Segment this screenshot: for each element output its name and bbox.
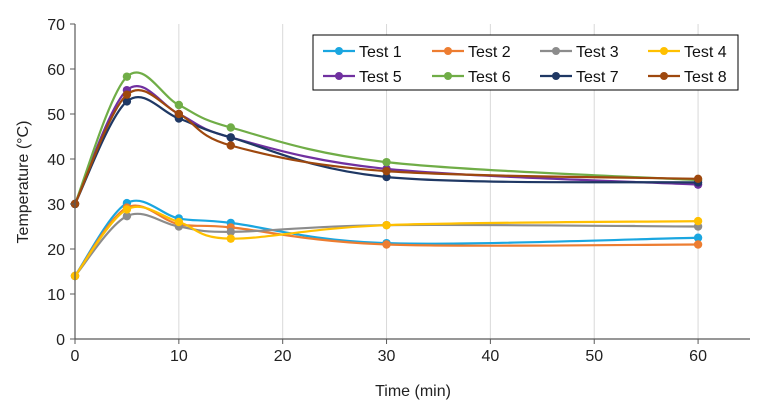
data-point — [174, 109, 184, 119]
tick-labels: 0 10 20 30 40 50 60 0 10 20 30 40 50 60 70 — [47, 17, 707, 365]
data-point — [382, 240, 391, 249]
y-tick-label: 30 — [47, 197, 65, 214]
legend-swatch-marker — [552, 47, 560, 55]
data-point — [174, 100, 184, 110]
x-tick-label: 30 — [378, 348, 396, 365]
data-point — [693, 240, 703, 249]
legend-item: Test 8 — [648, 69, 727, 86]
y-tick-label: 70 — [47, 17, 65, 34]
data-point — [382, 157, 391, 167]
legend-label: Test 2 — [468, 44, 511, 61]
data-point — [226, 123, 235, 132]
legend-item: Test 5 — [323, 69, 402, 86]
y-tick-label: 10 — [47, 287, 65, 304]
legend-swatch-marker — [552, 72, 560, 80]
legend-label: Test 8 — [684, 69, 727, 86]
data-point — [174, 217, 184, 227]
y-tick-label: 0 — [56, 332, 65, 349]
data-point — [382, 166, 391, 176]
data-point — [226, 141, 235, 150]
y-tick-label: 40 — [47, 152, 65, 169]
x-tick-label: 40 — [481, 348, 499, 365]
x-tick-label: 60 — [689, 348, 707, 365]
data-point — [122, 205, 132, 214]
data-point — [226, 227, 235, 237]
data-point — [122, 90, 132, 99]
legend-item: Test 1 — [323, 44, 402, 61]
x-tick-label: 10 — [170, 348, 188, 365]
series-4 — [70, 205, 703, 281]
y-tick-label: 50 — [47, 107, 65, 124]
y-tick-label: 60 — [47, 62, 65, 79]
legend-swatch-marker — [444, 47, 452, 55]
legend-item: Test 3 — [540, 44, 619, 61]
legend-label: Test 1 — [359, 44, 402, 61]
data-point — [693, 233, 703, 242]
x-tick-label: 20 — [274, 348, 292, 365]
legend-swatch-marker — [660, 47, 668, 55]
legend-label: Test 7 — [576, 69, 619, 86]
legend-item: Test 4 — [648, 44, 727, 61]
y-tick-label: 20 — [47, 242, 65, 259]
data-point — [122, 97, 132, 106]
legend-item: Test 2 — [432, 44, 511, 61]
legend-label: Test 5 — [359, 69, 402, 86]
data-point — [382, 220, 391, 230]
legend-label: Test 4 — [684, 44, 727, 61]
legend-label: Test 6 — [468, 69, 511, 86]
x-tick-label: 0 — [71, 348, 80, 365]
x-axis-title: Time (min) — [375, 383, 451, 400]
legend: Test 1 Test 2 Test 3 Test 4 Test 5 Test 6 Test… — [312, 34, 739, 91]
legend-item: Test 6 — [432, 69, 511, 86]
y-axis-title: Temperature (°C) — [15, 121, 32, 244]
data-point — [382, 172, 391, 182]
x-tick-label: 50 — [585, 348, 603, 365]
axes — [70, 23, 750, 344]
legend-box — [312, 34, 739, 91]
data-point — [693, 174, 703, 183]
data-point — [693, 216, 703, 226]
data-point — [226, 234, 235, 243]
legend-item: Test 7 — [540, 69, 619, 86]
legend-swatch-marker — [444, 72, 452, 80]
legend-swatch-marker — [335, 47, 343, 55]
legend-swatch-marker — [660, 72, 668, 80]
series-layer — [70, 71, 703, 281]
legend-swatch-marker — [335, 72, 343, 80]
data-point — [122, 211, 132, 221]
data-point — [122, 72, 132, 81]
legend-label: Test 3 — [576, 44, 619, 61]
data-point — [226, 133, 235, 142]
